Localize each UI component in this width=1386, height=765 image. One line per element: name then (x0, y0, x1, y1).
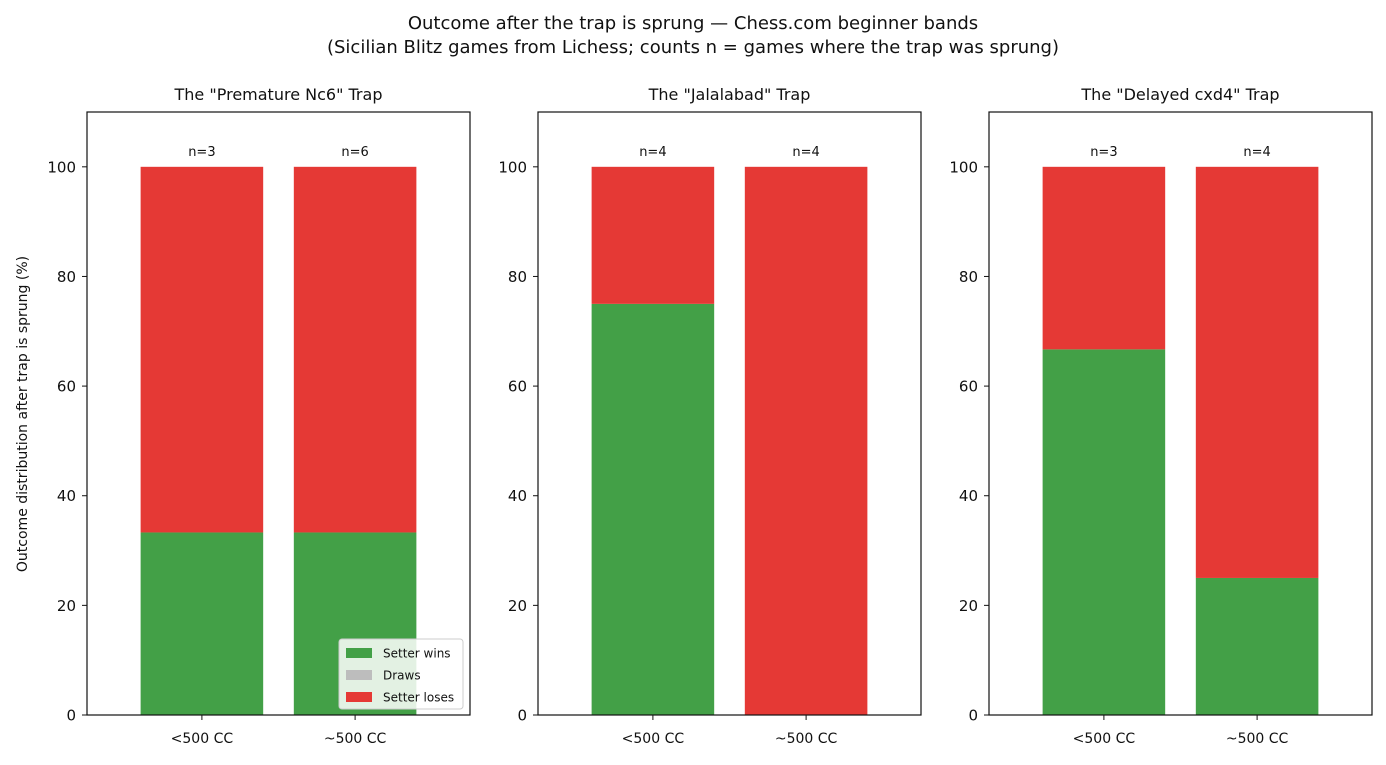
x-tick-label: ~500 CC (775, 731, 838, 747)
x-tick-label: ~500 CC (1226, 731, 1289, 747)
legend-label: Setter wins (383, 647, 451, 661)
y-tick-label: 100 (949, 158, 978, 176)
y-tick-label: 80 (959, 268, 978, 286)
y-tick-label: 20 (57, 597, 76, 615)
y-tick-label: 0 (968, 707, 978, 725)
legend-swatch (346, 648, 372, 658)
figure-title-line1: Outcome after the trap is sprung — Chess… (408, 13, 978, 34)
panel-title: The "Jalalabad" Trap (648, 85, 811, 104)
y-tick-label: 60 (959, 378, 978, 396)
y-tick-label: 40 (508, 487, 527, 505)
count-label: n=4 (792, 145, 819, 160)
panel-title: The "Delayed cxd4" Trap (1080, 85, 1279, 104)
legend: Setter wins Draws Setter loses (338, 638, 464, 710)
y-tick-label: 0 (66, 707, 76, 725)
bar-setter-loses-2 (744, 166, 868, 715)
y-tick-label: 100 (498, 158, 527, 176)
y-tick-label: 20 (959, 597, 978, 615)
y-tick-label: 60 (508, 378, 527, 396)
figure-title-line2: (Sicilian Blitz games from Lichess; coun… (327, 37, 1059, 58)
count-label: n=3 (1090, 145, 1117, 160)
bar-setter-loses-2 (293, 166, 417, 533)
count-label: n=4 (639, 145, 666, 160)
panel-3: The "Delayed cxd4" Trap n=3 <500 CC n=4 ~500… (949, 85, 1373, 747)
bar-setter-loses-1 (1042, 166, 1166, 350)
axes-frame (988, 111, 1373, 716)
axes-frame (537, 111, 922, 716)
y-tick-label: 40 (959, 487, 978, 505)
y-tick-label: 0 (517, 707, 527, 725)
legend-label: Draws (383, 669, 421, 683)
y-tick-label: 80 (57, 268, 76, 286)
panel-title: The "Premature Nc6" Trap (174, 85, 383, 104)
y-axis-label: Outcome distribution after trap is sprun… (15, 256, 31, 572)
bar-setter-wins-1 (591, 303, 715, 715)
y-tick-label: 80 (508, 268, 527, 286)
count-label: n=6 (341, 145, 368, 160)
y-tick-label: 100 (47, 158, 76, 176)
bar-setter-loses-1 (140, 166, 264, 533)
count-label: n=3 (188, 145, 215, 160)
legend-label: Setter loses (383, 691, 454, 705)
bar-setter-wins-1 (1042, 349, 1166, 715)
x-tick-label: <500 CC (171, 731, 234, 747)
x-tick-label: <500 CC (622, 731, 685, 747)
x-tick-label: <500 CC (1073, 731, 1136, 747)
panel-2: The "Jalalabad" Trap n=4 <500 CC n=4 ~500 CC… (498, 85, 922, 747)
bar-setter-loses-2 (1195, 166, 1319, 578)
bar-setter-wins-1 (140, 532, 264, 715)
y-tick-label: 40 (57, 487, 76, 505)
legend-swatch (346, 670, 372, 680)
x-tick-label: ~500 CC (324, 731, 387, 747)
panels: The "Premature Nc6" Trap n=3 <500 CC n=6 ~50… (47, 85, 1373, 747)
axes-frame (86, 111, 471, 716)
y-tick-label: 60 (57, 378, 76, 396)
bar-setter-wins-2 (1195, 577, 1319, 715)
bar-setter-loses-1 (591, 166, 715, 304)
y-tick-label: 20 (508, 597, 527, 615)
count-label: n=4 (1243, 145, 1270, 160)
legend-swatch (346, 692, 372, 702)
